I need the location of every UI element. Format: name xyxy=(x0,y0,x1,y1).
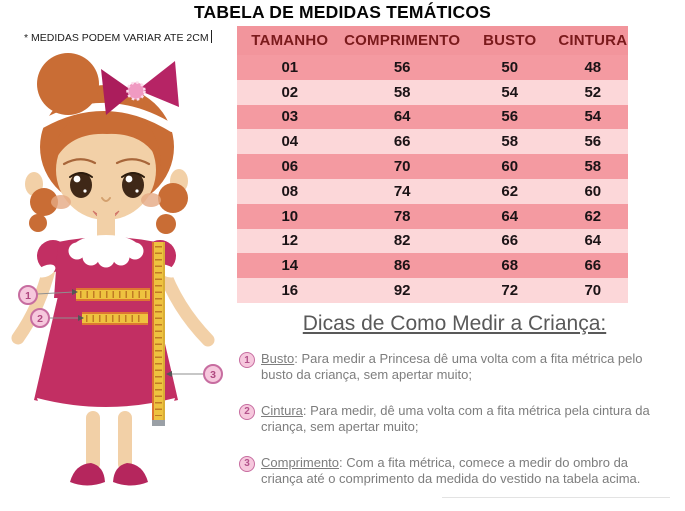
marker-2-label: 2 xyxy=(37,313,43,325)
tip-term: Busto xyxy=(261,351,295,366)
tip-number-badge: 2 xyxy=(239,403,255,420)
tip-body: : Com a fita métrica, comece a medir do … xyxy=(261,454,641,486)
col-header-cintura: CINTURA xyxy=(558,32,628,49)
tip-term: Comprimento xyxy=(261,454,340,470)
cell-length: 66 xyxy=(393,133,411,151)
cell-size: 04 xyxy=(281,133,299,151)
variation-note-text: * MEDIDAS PODEM VARIAR ATE 2CM xyxy=(24,32,209,44)
cell-bust: 58 xyxy=(501,133,519,151)
table-row: 06 70 60 58 xyxy=(237,154,628,179)
col-header-busto: BUSTO xyxy=(483,32,537,49)
legs xyxy=(86,411,132,471)
marker-arrows xyxy=(72,289,172,377)
table-row: 01 56 50 48 xyxy=(237,55,628,80)
cell-bust: 50 xyxy=(501,58,519,76)
marker-3-label: 3 xyxy=(210,369,216,381)
tip-number-badge: 3 xyxy=(239,455,255,472)
tip-number-badge: 1 xyxy=(239,352,255,368)
cell-length: 78 xyxy=(393,207,411,225)
col-header-comprimento: COMPRIMENTO xyxy=(344,32,461,49)
table-row: 10 78 64 62 xyxy=(237,203,628,229)
cell-bust: 66 xyxy=(501,232,519,250)
collar xyxy=(68,235,144,268)
cell-bust: 56 xyxy=(501,108,519,126)
table-row: 03 64 56 54 xyxy=(237,104,628,130)
cell-length: 74 xyxy=(393,182,411,200)
tip-text: Comprimento: Com a fita métrica, comece … xyxy=(261,455,673,488)
marker-3: 3 xyxy=(203,364,223,384)
hair-fringe xyxy=(52,108,161,167)
table-header-row: TAMANHO COMPRIMENTO BUSTO CINTURA xyxy=(237,26,628,55)
cell-bust: 68 xyxy=(501,257,519,275)
cell-length: 86 xyxy=(393,257,411,275)
cell-length: 92 xyxy=(393,282,411,300)
cell-size: 14 xyxy=(281,257,299,275)
cell-length: 82 xyxy=(393,232,411,250)
tip-cintura: 2 Cintura: Para medir, dê uma volta com … xyxy=(239,403,673,436)
footer-divider xyxy=(442,497,670,498)
cell-length: 58 xyxy=(393,83,411,101)
tip-text: Busto: Para medir a Princesa dê uma volt… xyxy=(261,351,673,384)
hair-bow xyxy=(101,61,179,115)
page-title: TABELA DE MEDIDAS TEMÁTICOS xyxy=(193,2,492,22)
cell-length: 64 xyxy=(393,108,411,126)
cell-size: 01 xyxy=(281,58,299,76)
cell-size: 16 xyxy=(281,282,299,300)
hair-bun xyxy=(37,53,99,115)
table-row: 08 74 62 60 xyxy=(237,178,628,204)
marker-2: 2 xyxy=(30,308,50,328)
cell-size: 08 xyxy=(281,182,299,200)
tips-list: 1 Busto: Para medir a Princesa dê uma vo… xyxy=(239,351,673,506)
marker-lines xyxy=(36,291,204,375)
cell-bust: 54 xyxy=(501,83,519,101)
cell-waist: 58 xyxy=(584,158,602,176)
table-row: 04 66 58 56 xyxy=(237,129,628,155)
cell-waist: 48 xyxy=(584,58,602,76)
tip-comprimento: 3 Comprimento: Com a fita métrica, comec… xyxy=(239,455,673,488)
cell-bust: 72 xyxy=(501,282,519,300)
bust-measuring-tape xyxy=(76,288,150,301)
cell-size: 03 xyxy=(281,108,299,126)
cell-waist: 66 xyxy=(584,257,602,275)
cell-waist: 64 xyxy=(584,232,602,250)
cell-length: 70 xyxy=(393,158,411,176)
measurements-table: TAMANHO COMPRIMENTO BUSTO CINTURA 01 56 … xyxy=(237,26,628,303)
cell-waist: 60 xyxy=(584,182,602,200)
shoes xyxy=(70,463,148,486)
cell-size: 12 xyxy=(281,232,299,250)
col-header-tamanho: TAMANHO xyxy=(251,32,329,49)
marker-1-label: 1 xyxy=(25,290,31,302)
cell-waist: 56 xyxy=(584,133,602,151)
length-measuring-tape xyxy=(152,242,165,426)
text-cursor xyxy=(210,30,212,43)
waist-measuring-tape xyxy=(82,312,148,325)
table-row: 14 86 68 66 xyxy=(237,253,628,279)
cell-length: 56 xyxy=(393,58,411,76)
variation-note: * MEDIDAS PODEM VARIAR ATE 2CM xyxy=(24,30,212,44)
cell-bust: 62 xyxy=(501,182,519,200)
cell-size: 10 xyxy=(281,207,299,225)
cell-size: 06 xyxy=(281,158,299,176)
table-body: 01 56 50 48 02 58 54 52 03 64 56 54 04 6… xyxy=(237,55,628,303)
marker-1: 1 xyxy=(18,285,38,305)
cell-waist: 52 xyxy=(584,83,602,101)
tip-busto: 1 Busto: Para medir a Princesa dê uma vo… xyxy=(239,351,673,384)
table-row: 12 82 66 64 xyxy=(237,228,628,254)
table-row: 16 92 72 70 xyxy=(237,278,628,303)
cell-bust: 64 xyxy=(501,207,519,225)
tip-body: : Para medir, dê uma volta com a fita mé… xyxy=(261,402,650,435)
tips-heading: Dicas de Como Medir a Criança: xyxy=(302,312,607,335)
tip-body: : Para medir a Princesa dê uma volta com… xyxy=(261,351,643,383)
cell-bust: 60 xyxy=(501,158,519,176)
cell-waist: 70 xyxy=(584,282,602,300)
tip-term: Cintura xyxy=(261,402,303,418)
table-row: 02 58 54 52 xyxy=(237,79,628,105)
girl-illustration: 1 2 3 xyxy=(11,53,223,486)
cell-size: 02 xyxy=(281,83,299,101)
tip-text: Cintura: Para medir, dê uma volta com a … xyxy=(261,403,673,436)
cell-waist: 62 xyxy=(584,207,602,225)
cell-waist: 54 xyxy=(584,108,602,126)
neck xyxy=(97,212,115,242)
